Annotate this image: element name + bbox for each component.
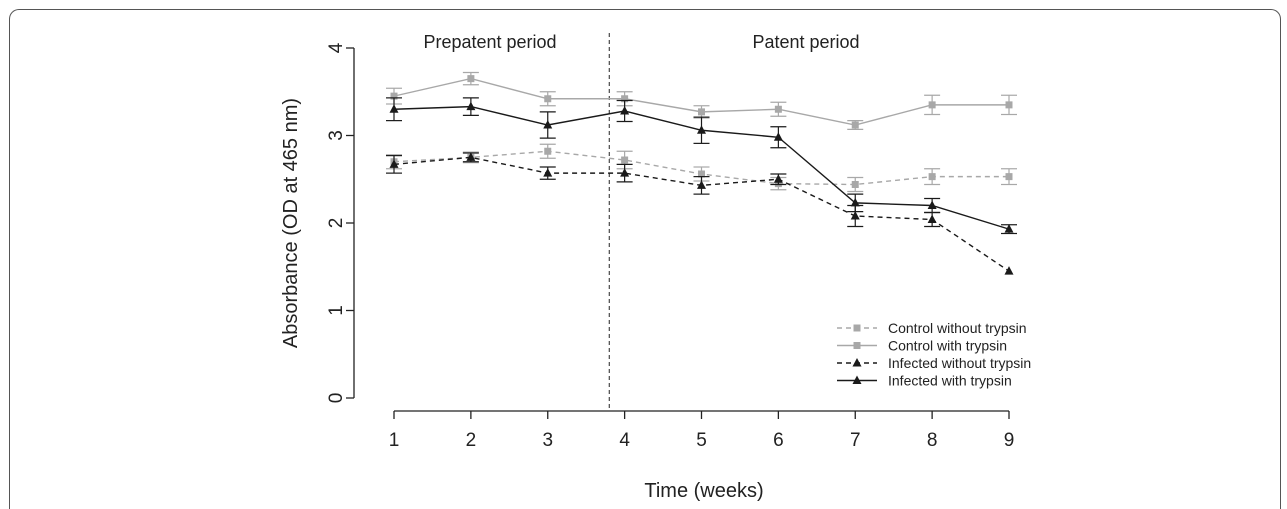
legend-label: Control without trypsin — [888, 320, 1027, 336]
square-marker — [928, 101, 936, 109]
triangle-marker — [852, 375, 862, 384]
triangle-marker — [773, 132, 783, 141]
square-marker — [390, 92, 398, 100]
x-tick-label: 5 — [696, 430, 707, 451]
y-tick-label: 1 — [326, 305, 347, 316]
x-tick-label: 1 — [389, 430, 400, 451]
square-marker — [1005, 101, 1013, 109]
triangle-marker — [389, 104, 399, 113]
plot-area — [386, 33, 1017, 411]
square-marker — [544, 147, 552, 155]
y-tick-label: 4 — [326, 42, 347, 53]
triangle-marker — [620, 168, 630, 177]
series-infected-with-trypsin — [386, 97, 1017, 235]
triangle-marker — [850, 211, 860, 220]
x-axis-label: Time (weeks) — [644, 480, 763, 502]
triangle-marker — [927, 214, 937, 223]
square-marker — [621, 95, 629, 103]
triangle-marker — [697, 125, 706, 134]
x-tick-label: 4 — [619, 430, 630, 451]
square-marker — [544, 95, 552, 103]
triangle-marker — [850, 197, 860, 207]
figure-frame — [9, 9, 1281, 509]
axes: 0 1 2 3 4 1 2 3 4 5 6 7 8 9 — [326, 42, 1014, 451]
y-axis-label: Absorbance (OD at 465 nm) — [280, 98, 302, 348]
square-marker — [853, 342, 861, 349]
legend-label: Control with trypsin — [888, 338, 1007, 354]
square-marker — [851, 181, 859, 188]
x-tick-label: 2 — [466, 430, 477, 451]
square-marker — [853, 324, 861, 332]
y-tick-label: 3 — [326, 130, 347, 141]
triangle-marker — [389, 159, 399, 168]
triangle-marker — [466, 152, 476, 161]
x-tick-label: 6 — [773, 430, 784, 451]
x-tick-label: 3 — [542, 430, 553, 451]
series-infected-without-trypsin — [386, 152, 1014, 275]
x-tick-label: 8 — [927, 430, 938, 451]
triangle-marker — [697, 180, 706, 189]
square-marker — [851, 121, 859, 129]
legend-label: Infected without trypsin — [888, 355, 1031, 371]
triangle-marker — [1004, 266, 1014, 275]
y-tick-label: 2 — [326, 218, 347, 229]
triangle-marker — [620, 106, 630, 115]
square-marker — [1005, 173, 1013, 181]
square-marker — [621, 156, 629, 164]
triangle-marker — [543, 120, 553, 129]
square-marker — [698, 108, 705, 116]
triangle-marker — [543, 168, 553, 177]
square-marker — [467, 75, 475, 83]
x-tick-label: 7 — [850, 430, 861, 451]
triangle-marker — [773, 174, 783, 183]
square-marker — [774, 105, 782, 113]
triangle-marker — [852, 358, 862, 367]
legend: Control without trypsin Control with tryp… — [837, 320, 1031, 389]
y-tick-label: 0 — [326, 393, 347, 404]
triangle-marker — [927, 200, 937, 209]
square-marker — [928, 173, 936, 181]
square-marker — [698, 170, 705, 178]
prepatent-period-label: Prepatent period — [423, 32, 556, 52]
triangle-marker — [466, 101, 476, 111]
legend-label: Infected with trypsin — [888, 373, 1012, 389]
triangle-marker — [1004, 224, 1014, 233]
series-control-with-trypsin — [386, 71, 1017, 130]
patent-period-label: Patent period — [752, 32, 859, 52]
x-tick-label: 9 — [1004, 430, 1015, 451]
